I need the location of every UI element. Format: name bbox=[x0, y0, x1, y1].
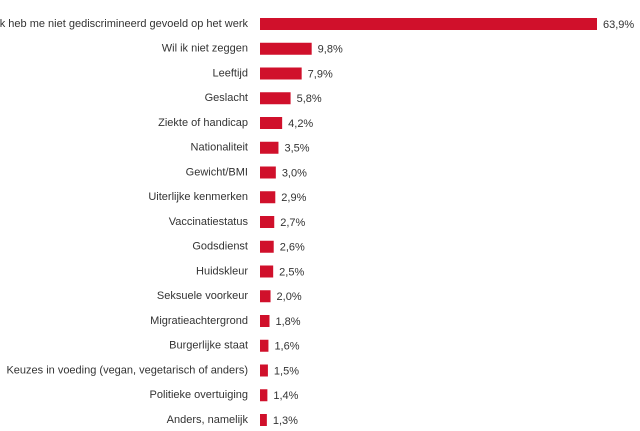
value-label: 2,6% bbox=[280, 242, 305, 254]
bar bbox=[260, 364, 268, 377]
category-label: Nationaliteit bbox=[191, 142, 248, 154]
category-label: Migratieachtergrond bbox=[150, 315, 248, 327]
category-label: Uiterlijke kenmerken bbox=[148, 191, 248, 203]
category-label: Seksuele voorkeur bbox=[157, 290, 248, 302]
bar bbox=[260, 315, 270, 327]
category-label: Godsdienst bbox=[192, 241, 248, 253]
value-label: 1,8% bbox=[275, 316, 300, 328]
bar bbox=[260, 216, 275, 228]
category-label: Anders, namelijk bbox=[167, 414, 249, 426]
value-label: 7,9% bbox=[308, 68, 333, 80]
value-label: 4,2% bbox=[288, 118, 313, 130]
value-label: 9,8% bbox=[318, 44, 343, 56]
category-label: Ziekte of handicap bbox=[158, 117, 248, 129]
bar bbox=[260, 18, 597, 30]
category-label: Keuzes in voeding (vegan, vegetarisch of… bbox=[6, 364, 248, 376]
bar bbox=[260, 290, 271, 303]
value-label: 3,0% bbox=[282, 167, 307, 179]
category-label: Wil ik niet zeggen bbox=[162, 43, 248, 55]
bar bbox=[260, 92, 291, 105]
value-label: 1,3% bbox=[273, 415, 298, 427]
bar bbox=[260, 166, 276, 179]
value-label: 1,4% bbox=[273, 390, 298, 402]
category-label: Vaccinatiestatus bbox=[169, 216, 249, 228]
bar bbox=[260, 339, 269, 352]
value-label: 63,9% bbox=[603, 19, 634, 31]
category-label: Gewicht/BMI bbox=[186, 166, 248, 178]
bar bbox=[260, 117, 283, 129]
bar bbox=[260, 265, 274, 278]
value-label: 3,5% bbox=[284, 143, 309, 155]
category-label: Leeftijd bbox=[213, 67, 248, 79]
bar bbox=[260, 240, 274, 253]
value-label: 2,0% bbox=[277, 291, 302, 303]
value-label: 2,7% bbox=[280, 217, 305, 229]
category-label: Politieke overtuiging bbox=[150, 389, 248, 401]
value-label: 5,8% bbox=[297, 93, 322, 105]
bar bbox=[260, 414, 267, 426]
bar bbox=[260, 389, 268, 402]
bar bbox=[260, 191, 276, 204]
bar bbox=[260, 67, 302, 80]
value-label: 1,6% bbox=[274, 341, 299, 353]
category-label: Geslacht bbox=[205, 92, 248, 104]
value-label: 2,9% bbox=[281, 192, 306, 204]
category-label: Ik heb me niet gediscrimineerd gevoeld o… bbox=[0, 18, 248, 30]
value-label: 1,5% bbox=[274, 365, 299, 377]
bar bbox=[260, 42, 312, 55]
value-label: 2,5% bbox=[279, 266, 304, 278]
category-label: Huidskleur bbox=[196, 265, 248, 277]
bar bbox=[260, 141, 279, 154]
category-label: Burgerlijke staat bbox=[169, 340, 248, 352]
